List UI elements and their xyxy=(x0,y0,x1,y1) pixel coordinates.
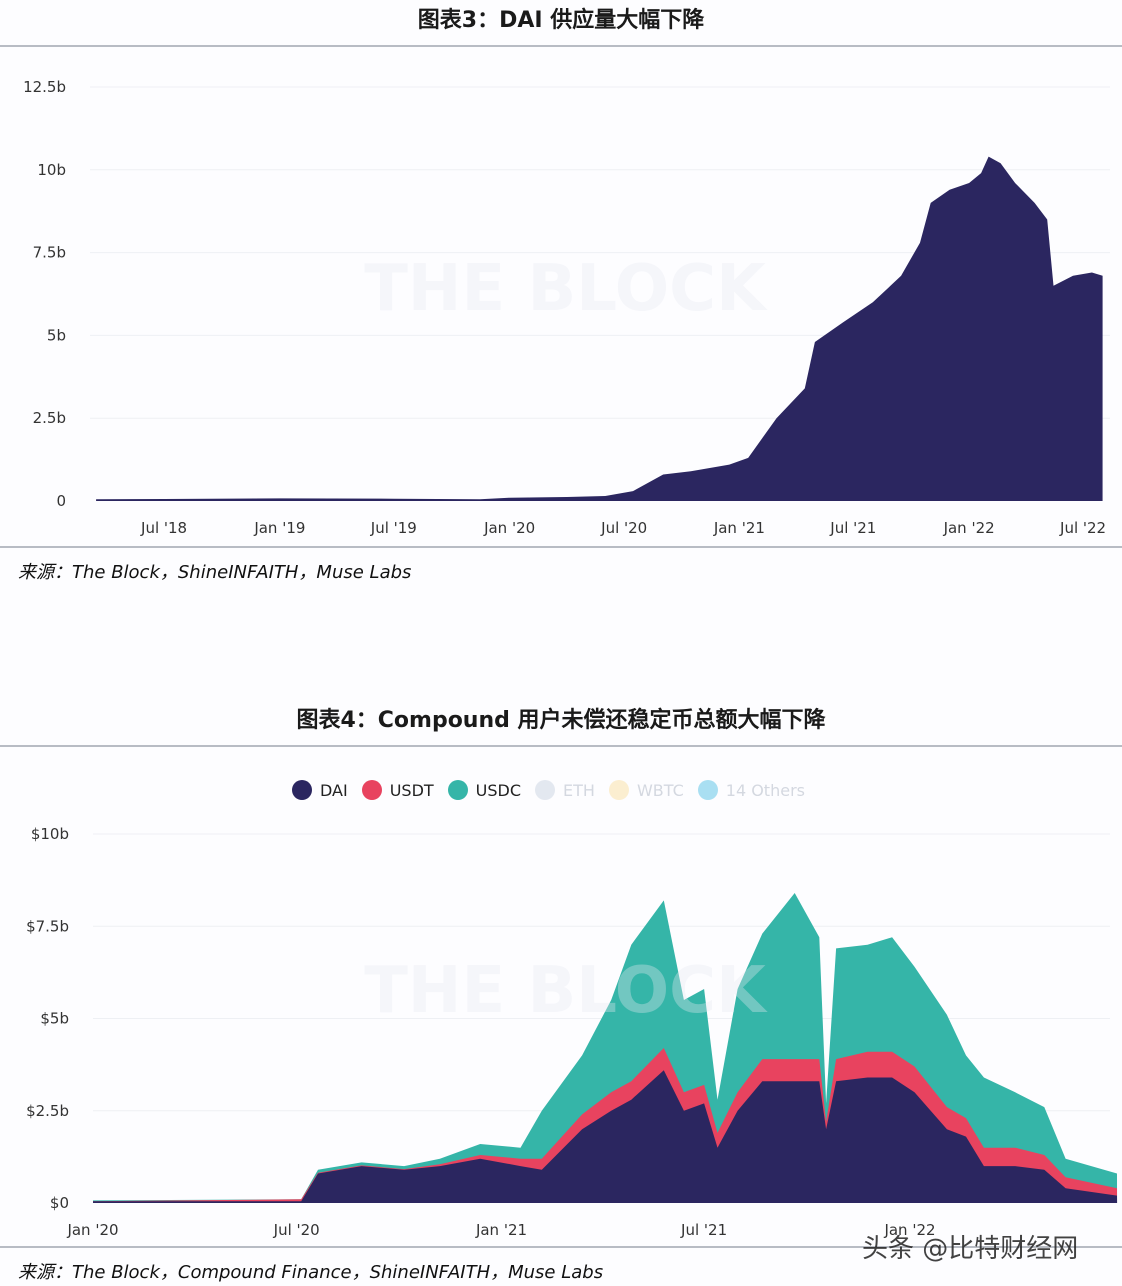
legend-swatch xyxy=(608,780,629,800)
x-tick-label: Jan '20 xyxy=(66,1221,118,1239)
figure4-title: 图表4：Compound 用户未偿还稳定币总额大幅下降 xyxy=(296,708,826,733)
x-tick-label: Jan '22 xyxy=(943,519,995,537)
x-tick-label: Jan '20 xyxy=(483,519,535,537)
y-tick-label: 0 xyxy=(56,492,66,510)
legend-swatch xyxy=(697,780,718,800)
y-tick-label: $2.5b xyxy=(26,1102,69,1120)
legend-item-wbtc[interactable]: WBTC xyxy=(608,780,684,800)
x-tick-label: Jan '21 xyxy=(475,1221,527,1239)
y-tick-label: $10b xyxy=(31,825,69,843)
x-tick-label: Jan '22 xyxy=(883,1221,935,1239)
legend-swatch xyxy=(361,780,382,800)
legend-label: USDC xyxy=(475,780,522,800)
y-tick-label: 10b xyxy=(37,161,66,179)
legend-label: USDT xyxy=(389,780,434,800)
x-tick-label: Jul '19 xyxy=(370,519,417,537)
legend-item-dai[interactable]: DAI xyxy=(292,780,348,800)
x-tick-label: Jan '19 xyxy=(253,519,305,537)
legend-label: 14 Others xyxy=(725,780,805,800)
x-tick-label: Jul '20 xyxy=(273,1221,320,1239)
legend: DAI USDT USDC ETH WBTC 14 Others xyxy=(292,780,805,800)
y-tick-label: 5b xyxy=(47,326,66,344)
divider xyxy=(0,745,1122,747)
legend-item-14-others[interactable]: 14 Others xyxy=(697,780,805,800)
legend-label: ETH xyxy=(563,780,595,800)
area-dai xyxy=(96,156,1103,501)
divider xyxy=(0,1246,1122,1248)
page-watermark: 头条 @比特财经网 xyxy=(862,1234,1079,1264)
legend-item-usdt[interactable]: USDT xyxy=(361,780,434,800)
y-tick-label: $7.5b xyxy=(26,917,69,935)
legend-label: WBTC xyxy=(636,780,684,800)
legend-swatch xyxy=(535,780,556,800)
y-tick-label: $0 xyxy=(50,1194,69,1212)
legend-swatch xyxy=(292,780,312,800)
figure3-title: 图表3：DAI 供应量大幅下降 xyxy=(417,8,705,33)
x-tick-label: Jul '22 xyxy=(1059,519,1106,537)
y-tick-label: 2.5b xyxy=(33,409,66,427)
x-tick-label: Jul '21 xyxy=(829,519,876,537)
area-dai xyxy=(93,1070,1118,1203)
legend-item-eth[interactable]: ETH xyxy=(535,780,595,800)
x-tick-label: Jul '18 xyxy=(140,519,187,537)
divider xyxy=(0,546,1122,548)
figure4-source: 来源：The Block，Compound Finance，ShineINFAI… xyxy=(18,1262,604,1283)
legend-swatch xyxy=(447,780,468,800)
divider xyxy=(0,45,1122,47)
watermark: THE BLOCK xyxy=(364,252,768,326)
figure3-source: 来源：The Block，ShineINFAITH，Muse Labs xyxy=(18,562,412,583)
legend-label: DAI xyxy=(320,780,348,800)
x-tick-label: Jul '21 xyxy=(680,1221,727,1239)
x-tick-label: Jan '21 xyxy=(713,519,765,537)
y-tick-label: 7.5b xyxy=(33,244,66,262)
y-tick-label: $5b xyxy=(40,1010,69,1028)
x-tick-label: Jul '20 xyxy=(600,519,647,537)
watermark: THE BLOCK xyxy=(364,954,768,1028)
y-tick-label: 12.5b xyxy=(23,78,66,96)
legend-item-usdc[interactable]: USDC xyxy=(447,780,522,800)
